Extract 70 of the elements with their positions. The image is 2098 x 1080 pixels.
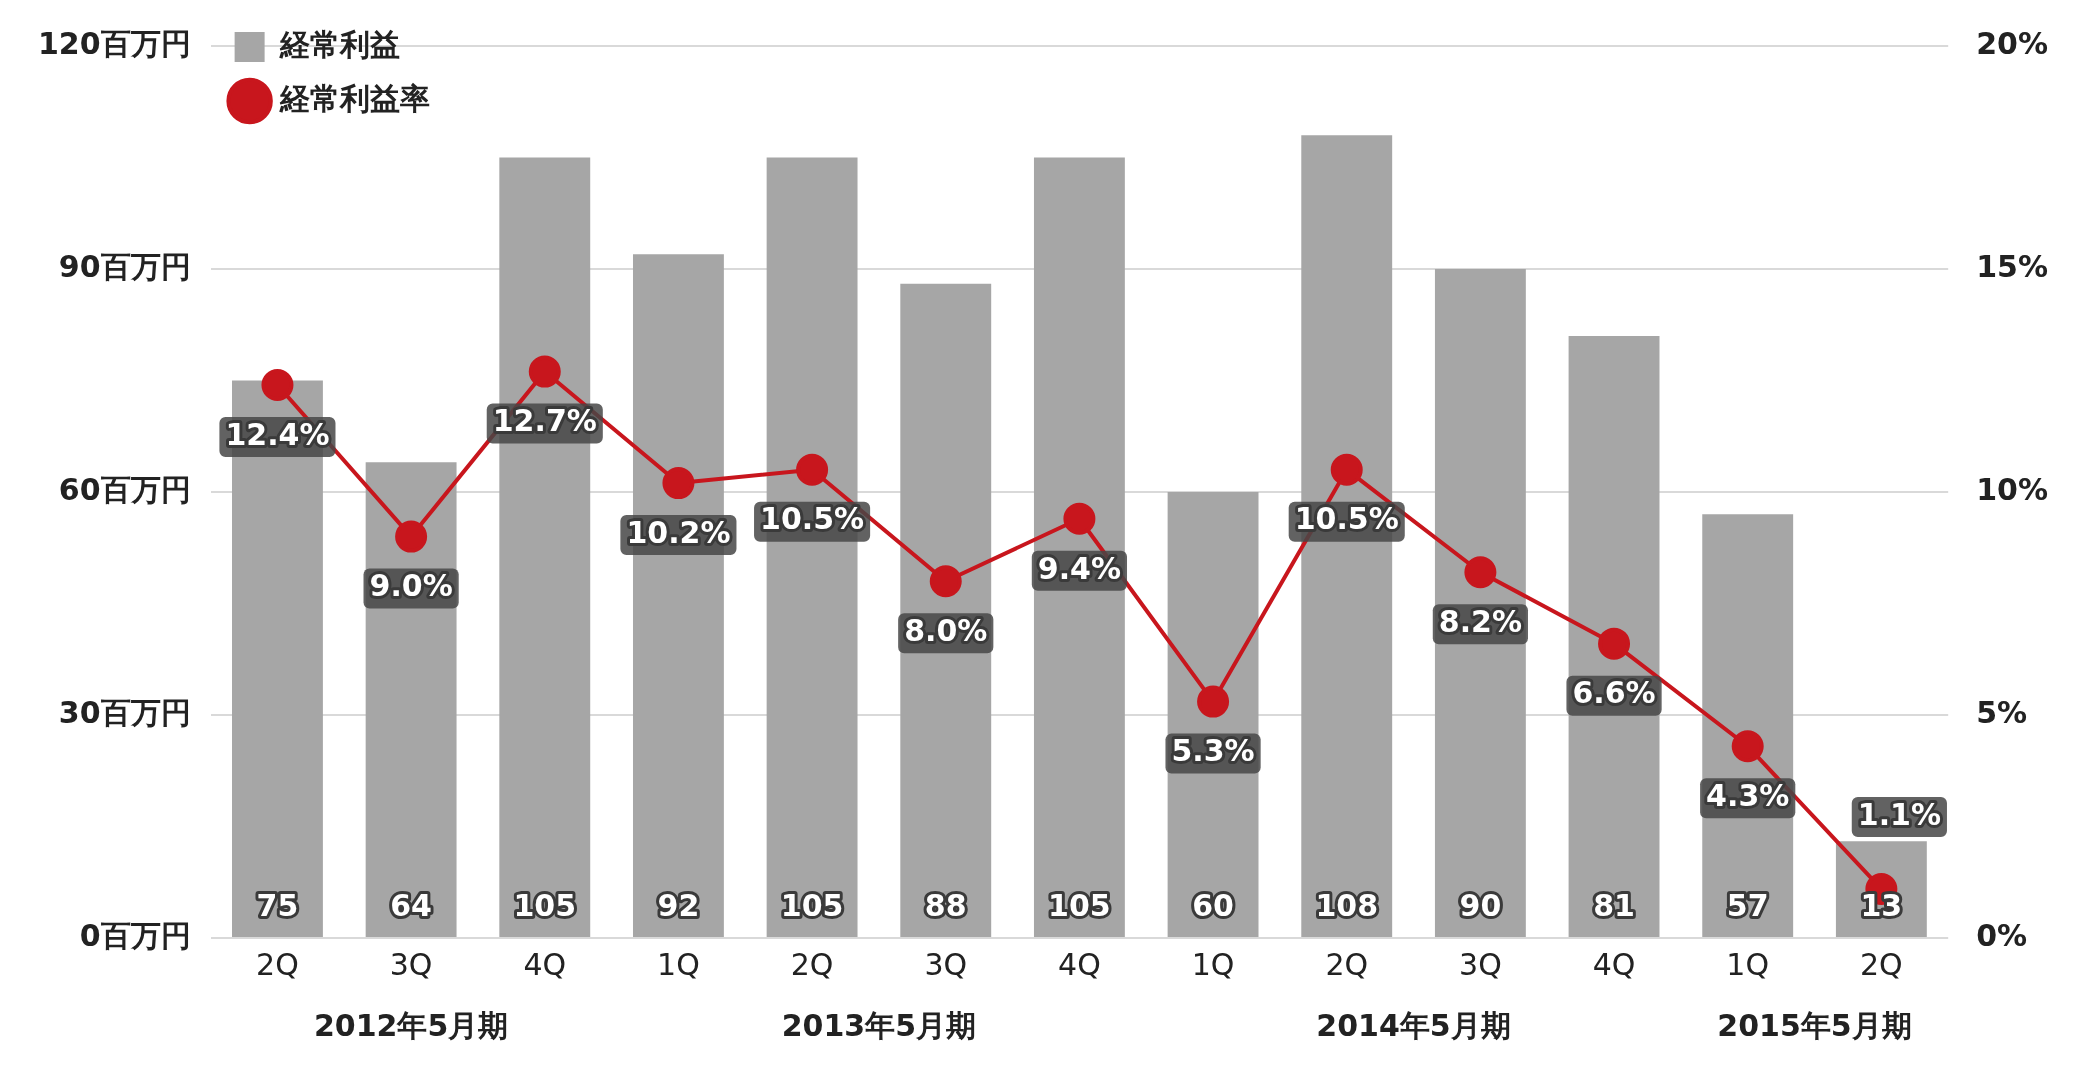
x-tick-label: 1Q <box>1191 946 1235 982</box>
data-label: 108 <box>1315 887 1379 923</box>
x-tick-label: 1Q <box>657 946 700 982</box>
point <box>1598 627 1631 660</box>
data-label: 10.5% <box>760 501 865 537</box>
legend-label: 経常利益 <box>278 26 400 62</box>
point <box>395 520 428 553</box>
data-label: 64 <box>390 887 432 923</box>
data-label: 60 <box>1192 887 1234 923</box>
data-label: 92 <box>657 887 700 923</box>
data-label: 57 <box>1726 887 1769 923</box>
data-label: 10.5% <box>1294 501 1399 537</box>
x-tick-label: 4Q <box>523 946 567 982</box>
text: 2013年5月期 <box>781 1007 977 1043</box>
point <box>662 467 695 500</box>
data-label: 105 <box>1048 887 1111 923</box>
point <box>1197 685 1230 718</box>
data-label: 12.4% <box>225 416 330 452</box>
data-label: 9.4% <box>1037 550 1122 586</box>
x-tick-label: 4Q <box>1058 946 1101 982</box>
data-label: 105 <box>513 887 577 923</box>
point <box>528 355 561 388</box>
data-label: 10.2% <box>626 514 731 550</box>
y-tick-label: 30百万円 <box>58 694 191 730</box>
y-tick-label: 0百万円 <box>79 917 191 953</box>
point <box>1063 502 1096 535</box>
bar <box>1568 335 1660 937</box>
data-label: 6.6% <box>1572 675 1656 711</box>
data-label: 75 <box>256 887 299 923</box>
y2-tick-label: 5% <box>1976 694 2028 730</box>
data-label: 5.3% <box>1171 733 1255 769</box>
y2-tick-label: 15% <box>1976 248 2049 284</box>
data-label: 12.7% <box>492 403 597 439</box>
text: 2012年5月期 <box>313 1007 509 1043</box>
text: 2015年5月期 <box>1717 1007 1912 1043</box>
data-label: 9.0% <box>369 568 453 604</box>
data-label: 1.1% <box>1857 796 1941 832</box>
data-label: 88 <box>924 887 967 923</box>
bar <box>900 283 992 937</box>
x-tick-label: 2Q <box>790 946 834 982</box>
bar <box>1033 157 1125 937</box>
point <box>929 565 962 598</box>
point <box>796 453 829 486</box>
x-tick-label: 4Q <box>1592 946 1636 982</box>
y2-tick-label: 20% <box>1976 25 2049 61</box>
data-label: 105 <box>780 887 844 923</box>
point <box>1330 453 1363 486</box>
x-tick-label: 2Q <box>1325 946 1369 982</box>
x-tick-label: 3Q <box>389 946 433 982</box>
x-tick-label: 1Q <box>1726 946 1770 982</box>
x-tick-label: 2Q <box>256 946 299 982</box>
x-tick-label: 3Q <box>1459 946 1502 982</box>
bar <box>365 462 457 937</box>
legend-label: 経常利益率 <box>278 80 430 116</box>
point <box>1731 730 1764 763</box>
x-tick-label: 2Q <box>1860 946 1903 982</box>
y-tick-label: 90百万円 <box>58 248 191 284</box>
data-label: 8.0% <box>904 613 988 648</box>
data-label: 90 <box>1459 887 1502 923</box>
x-tick-label: 3Q <box>924 946 968 982</box>
y-tick-label: 60百万円 <box>58 471 191 507</box>
data-label: 81 <box>1593 887 1635 923</box>
text: 2014年5月期 <box>1316 1007 1511 1043</box>
y2-tick-label: 10% <box>1976 471 2049 507</box>
data-label: 8.2% <box>1438 604 1522 640</box>
y2-tick-label: 0% <box>1976 917 2028 953</box>
point <box>261 368 294 401</box>
point <box>1464 556 1497 589</box>
y-tick-label: 120百万円 <box>38 25 191 61</box>
data-label: 4.3% <box>1706 778 1790 814</box>
